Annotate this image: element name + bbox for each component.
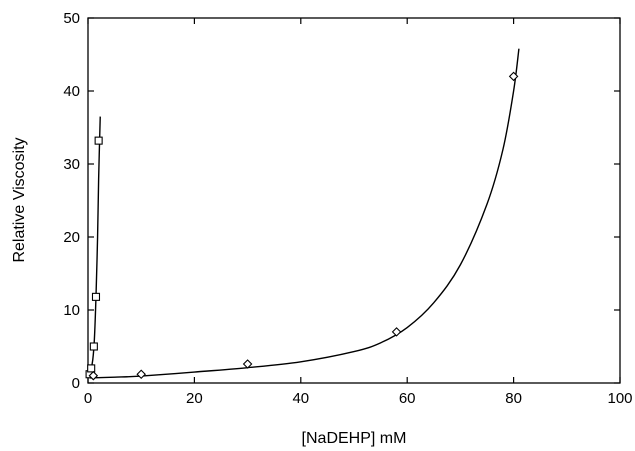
- x-tick-label: 40: [292, 390, 309, 407]
- y-tick-label: 50: [63, 10, 80, 27]
- y-tick-label: 20: [63, 229, 80, 246]
- x-tick-label: 0: [84, 390, 92, 407]
- diamond-marker: [391, 327, 402, 337]
- y-tick-label: 10: [63, 302, 80, 319]
- x-tick-label: 80: [505, 390, 522, 407]
- x-tick-label: 60: [399, 390, 416, 407]
- square-marker: [94, 136, 103, 145]
- x-tick-label: 100: [607, 390, 632, 407]
- y-tick-label: 0: [72, 375, 80, 392]
- y-tick-label: 30: [63, 156, 80, 173]
- fit-curve-square: [88, 116, 101, 377]
- x-axis-ticks: 0 20 40 60 80 100: [84, 18, 633, 407]
- diamond-marker: [88, 370, 99, 381]
- x-axis-title: [NaDEHP] mM: [302, 430, 407, 447]
- diamond-marker: [242, 359, 253, 369]
- x-tick-label: 20: [186, 390, 203, 407]
- diamond-marker: [508, 71, 519, 82]
- square-marker: [91, 292, 101, 301]
- y-axis-title: Relative Viscosity: [11, 137, 28, 262]
- diamond-marker: [136, 369, 146, 380]
- data-points: [85, 71, 519, 381]
- y-axis-ticks: 0 10 20 30 40 50: [63, 10, 620, 392]
- fit-curves: [88, 48, 520, 379]
- y-tick-label: 40: [63, 83, 80, 100]
- plot-frame: [87, 17, 621, 384]
- square-marker: [89, 342, 98, 351]
- fit-curve-diamond: [89, 48, 520, 379]
- square-marker: [87, 364, 96, 373]
